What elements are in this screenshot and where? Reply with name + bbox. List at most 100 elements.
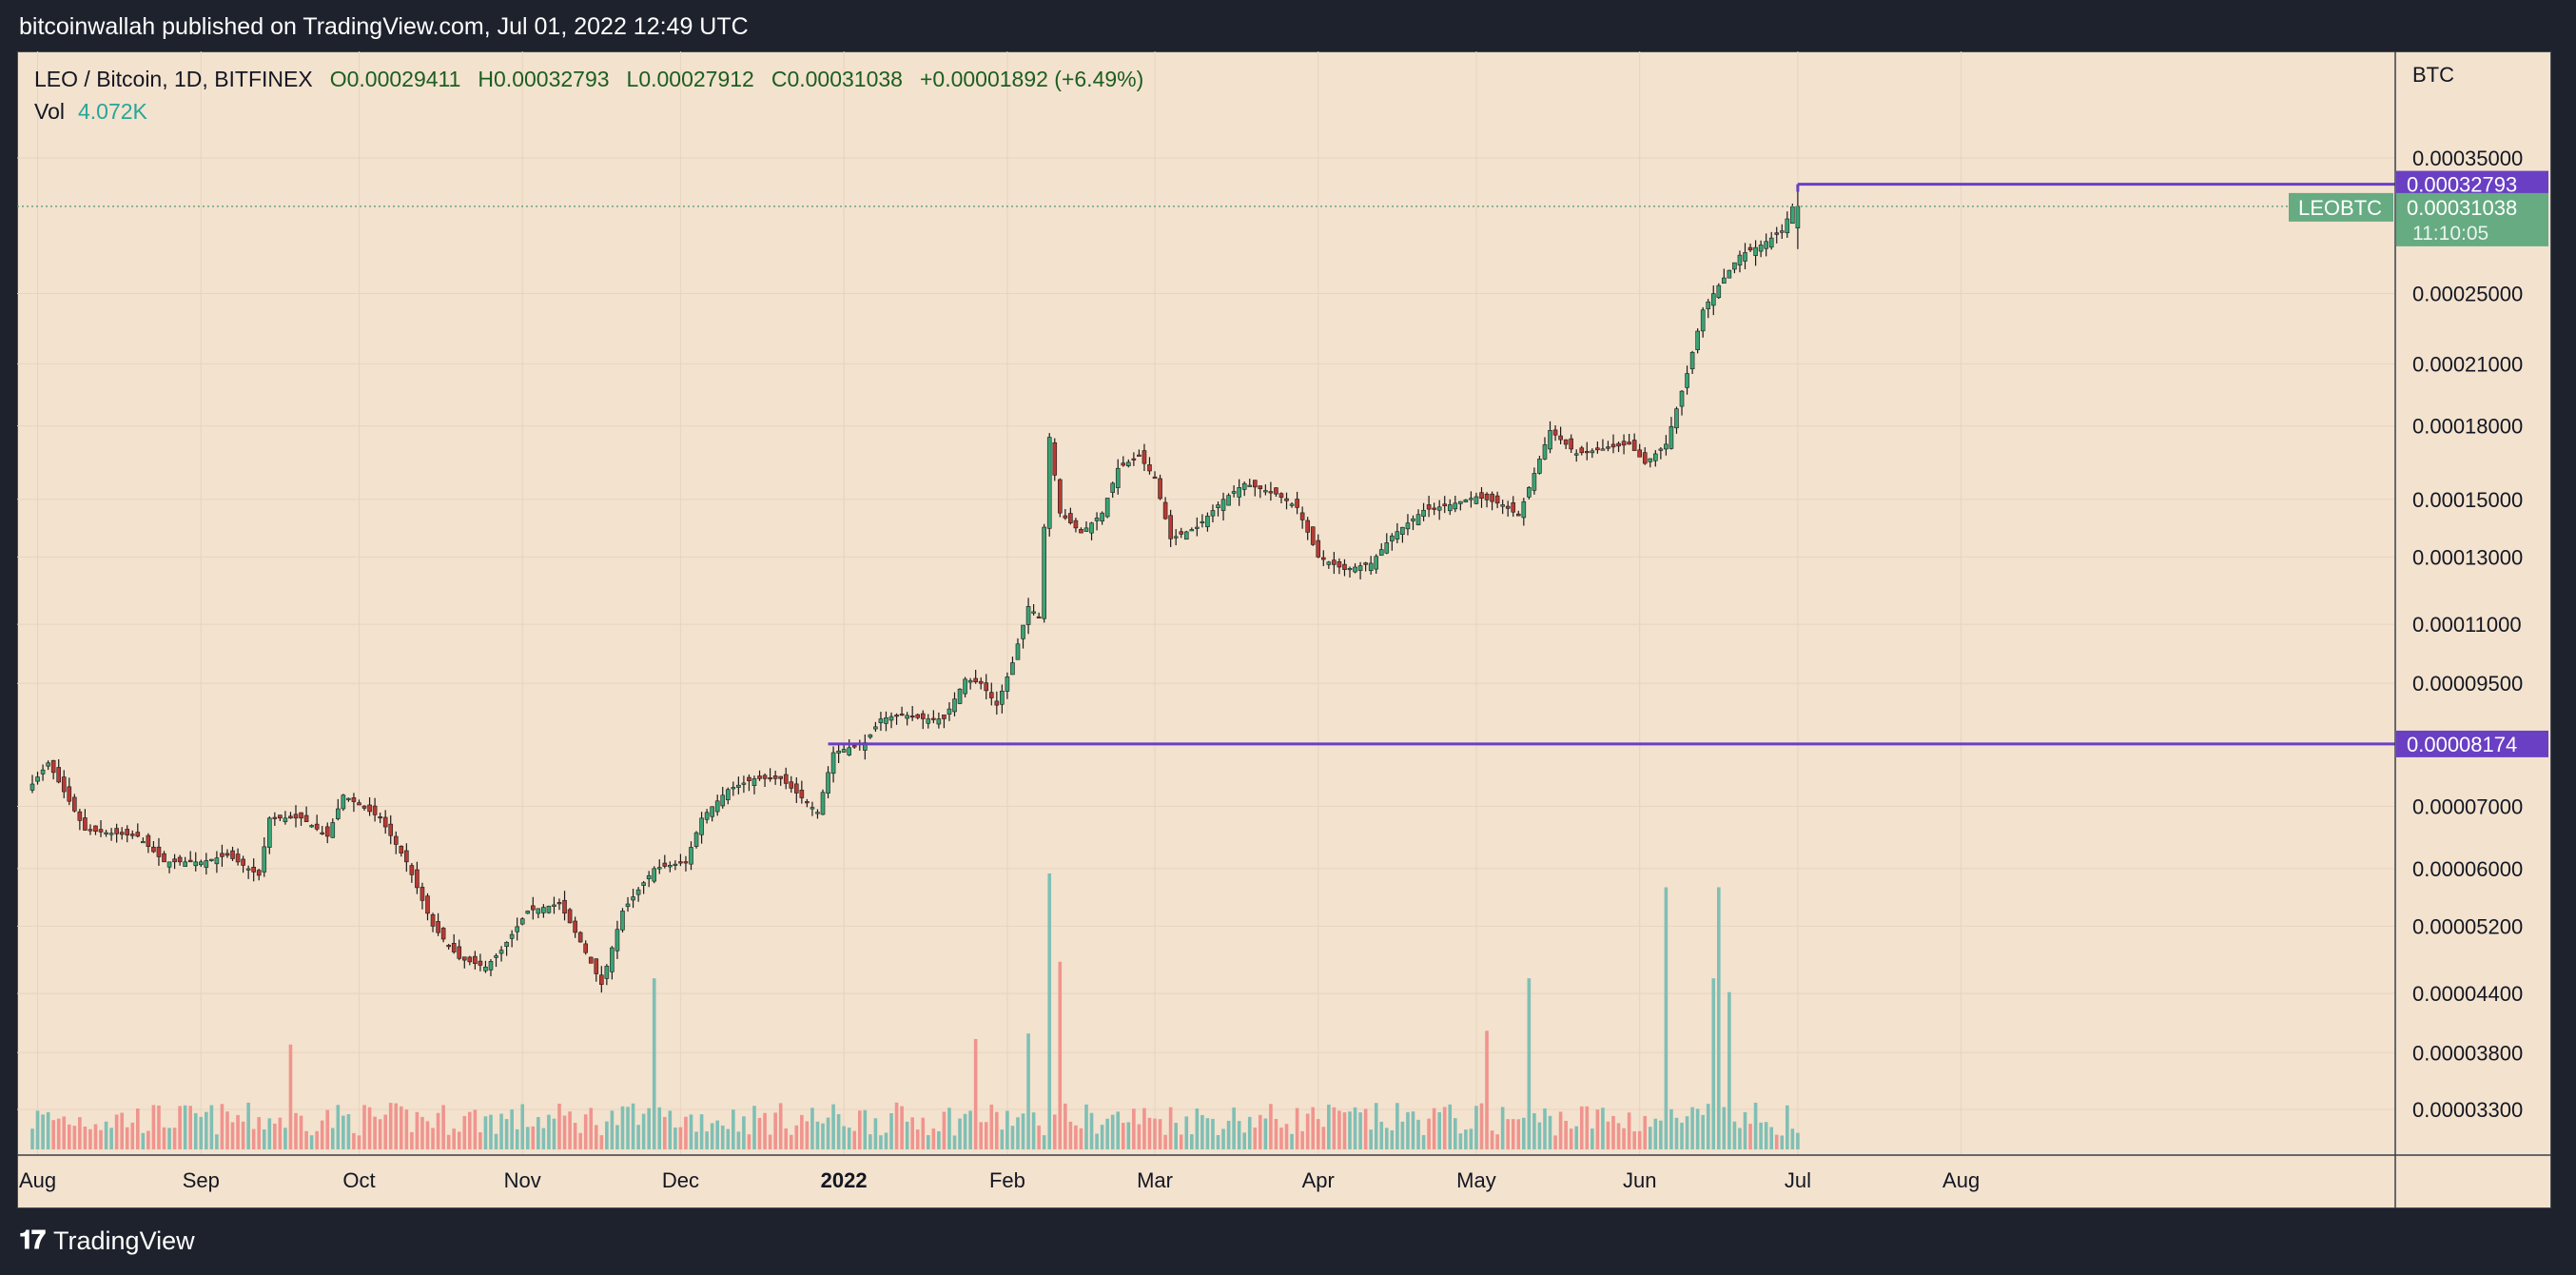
time-tick-label: May: [1456, 1168, 1496, 1192]
candle-body: [714, 800, 720, 813]
chart-frame: [17, 51, 2551, 1208]
volume-bar: [900, 1106, 904, 1149]
volume-bar: [1543, 1108, 1547, 1149]
candle-body: [204, 860, 209, 868]
volume-bar: [1685, 1116, 1689, 1149]
candle-body: [1015, 643, 1021, 660]
volume-bar: [1622, 1128, 1626, 1149]
candle-body: [826, 772, 830, 794]
candle-body: [946, 708, 952, 715]
candle-body: [836, 750, 841, 754]
price-axis: BTC 0.00035000 0.00025000 0.00021000 0.00018…: [2394, 51, 2523, 1208]
volume-bar: [1010, 1126, 1015, 1149]
candle-body: [1790, 206, 1795, 225]
candle-body: [230, 850, 235, 859]
candle-body: [725, 789, 731, 800]
candle-body: [146, 834, 151, 847]
candle-body: [1426, 504, 1432, 510]
candle-body: [1616, 442, 1621, 447]
volume-bar: [568, 1111, 572, 1149]
volume-bar: [473, 1109, 478, 1149]
volume-bar: [1590, 1128, 1594, 1149]
candle-body: [1353, 566, 1357, 573]
volume-bar: [141, 1132, 146, 1149]
candle-body: [1189, 529, 1195, 532]
candle-body: [1295, 499, 1299, 508]
candle-body: [430, 913, 436, 927]
volume-bar: [483, 1116, 488, 1149]
candle-body: [546, 905, 552, 913]
tradingview-logo-icon[interactable]: 𝟏𝟕: [19, 1226, 46, 1254]
volume-bar: [288, 1044, 293, 1149]
price-tick-label: 0.00005200: [2412, 914, 2523, 938]
candle-body: [1727, 269, 1732, 279]
candle-body: [461, 956, 467, 961]
candle-body: [1089, 522, 1094, 534]
candle-body: [1542, 444, 1548, 460]
volume-bar: [215, 1134, 219, 1149]
volume-bar: [1269, 1104, 1273, 1149]
candle-body: [104, 832, 108, 834]
volume-legend: Vol 4.072K: [34, 99, 147, 125]
candle-body: [1511, 502, 1516, 513]
volume-bar: [1448, 1104, 1453, 1149]
candle-body: [129, 834, 135, 836]
candle-body: [241, 858, 245, 866]
candle-body: [1247, 484, 1253, 487]
candle-body: [1674, 408, 1679, 429]
candle-body: [367, 804, 372, 813]
candle-body: [1010, 662, 1015, 676]
candle-body: [1299, 512, 1305, 520]
volume-bar: [510, 1108, 514, 1149]
volume-bar: [1400, 1121, 1405, 1149]
footer-brand[interactable]: TradingView: [53, 1226, 195, 1255]
volume-bar: [1532, 1112, 1536, 1149]
volume-bar: [694, 1131, 698, 1149]
volume-bar: [1158, 1119, 1162, 1149]
volume-bar: [1058, 961, 1063, 1149]
candle-body: [1158, 478, 1162, 500]
candle-body: [245, 868, 251, 871]
candle-body: [1527, 487, 1532, 498]
volume-bar: [1369, 1129, 1373, 1149]
time-tick-label: 2022: [821, 1168, 868, 1192]
candle-body: [1648, 458, 1653, 462]
volume-bar: [1295, 1108, 1299, 1149]
volume-bar: [199, 1116, 204, 1149]
volume-bar: [241, 1121, 245, 1149]
price-tick-label: 0.00009500: [2412, 672, 2523, 696]
candle-body: [1142, 450, 1147, 464]
time-tick-label: Dec: [662, 1168, 699, 1192]
candle-body: [1490, 493, 1494, 502]
volume-bar: [842, 1126, 846, 1149]
candle-body: [662, 862, 668, 867]
volume-bar: [1316, 1119, 1320, 1149]
volume-bar: [400, 1106, 403, 1149]
candle-body: [556, 902, 562, 905]
price-tick-label: 0.00018000: [2412, 415, 2523, 439]
published-header: bitcoinwallah published on TradingView.c…: [19, 13, 749, 40]
volume-bar: [342, 1115, 345, 1149]
candle-body: [40, 769, 46, 775]
candle-body: [1631, 440, 1637, 451]
candle-body: [525, 911, 531, 914]
candle-body: [530, 905, 536, 911]
volume-bar: [1232, 1107, 1236, 1149]
volume-bar: [1648, 1127, 1652, 1149]
candle-body: [72, 796, 77, 812]
candle-body: [552, 904, 556, 907]
volume-bar: [879, 1135, 883, 1149]
volume-bar: [1121, 1123, 1125, 1149]
volume-bar: [193, 1112, 198, 1149]
volume-bar: [800, 1114, 804, 1149]
volume-bar: [504, 1119, 509, 1149]
symbol-label[interactable]: LEO / Bitcoin, 1D, BITFINEX: [34, 67, 313, 91]
candle-body: [1548, 430, 1552, 450]
volume-bar: [1722, 1107, 1727, 1149]
volume-bar: [1727, 991, 1731, 1149]
candle-body: [594, 958, 599, 974]
volume-bar: [757, 1117, 762, 1149]
price-chart[interactable]: 0.00032793 0.00008174 LEOBTC 0.00031038 11:1…: [17, 51, 2551, 1208]
volume-bar: [1068, 1121, 1073, 1149]
candle-body: [46, 762, 50, 767]
